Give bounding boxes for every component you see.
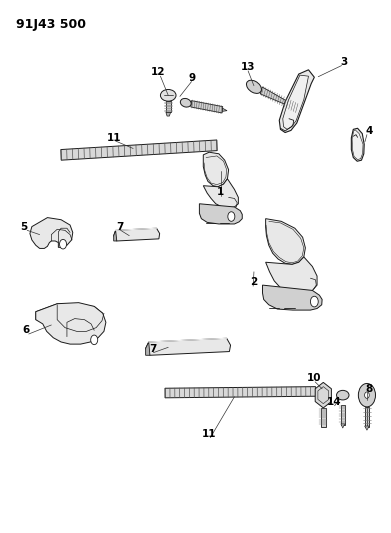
Polygon shape <box>191 101 223 113</box>
Text: 8: 8 <box>365 384 373 394</box>
Circle shape <box>359 383 375 407</box>
Polygon shape <box>265 257 317 295</box>
Polygon shape <box>165 386 316 398</box>
Polygon shape <box>199 204 242 224</box>
Polygon shape <box>36 304 103 330</box>
Polygon shape <box>352 128 364 161</box>
Text: 3: 3 <box>340 57 347 67</box>
Polygon shape <box>279 70 314 133</box>
Polygon shape <box>262 285 322 310</box>
Polygon shape <box>341 424 345 428</box>
Ellipse shape <box>180 99 191 107</box>
Text: 13: 13 <box>241 62 255 72</box>
Polygon shape <box>30 217 73 248</box>
Polygon shape <box>222 108 227 111</box>
Polygon shape <box>61 140 217 160</box>
Polygon shape <box>145 342 150 356</box>
Polygon shape <box>166 101 170 112</box>
Polygon shape <box>166 112 170 116</box>
Ellipse shape <box>246 80 262 93</box>
Polygon shape <box>114 230 117 241</box>
Text: 7: 7 <box>149 344 156 354</box>
Text: 91J43 500: 91J43 500 <box>16 18 86 31</box>
Text: 11: 11 <box>202 429 216 439</box>
Text: 11: 11 <box>106 133 121 143</box>
Polygon shape <box>203 152 229 187</box>
Text: 7: 7 <box>116 222 123 232</box>
Text: 1: 1 <box>217 187 224 197</box>
Circle shape <box>59 239 66 249</box>
Polygon shape <box>321 408 326 427</box>
Polygon shape <box>36 303 106 344</box>
Circle shape <box>310 296 318 307</box>
Text: 6: 6 <box>22 325 30 335</box>
Polygon shape <box>260 87 298 110</box>
Polygon shape <box>341 405 345 425</box>
Polygon shape <box>364 407 369 427</box>
Polygon shape <box>364 426 369 430</box>
Polygon shape <box>114 228 160 241</box>
Polygon shape <box>283 75 308 130</box>
Polygon shape <box>265 219 305 264</box>
Text: 5: 5 <box>20 222 28 232</box>
Text: 10: 10 <box>307 373 321 383</box>
Circle shape <box>228 212 235 221</box>
Polygon shape <box>145 338 231 356</box>
Circle shape <box>364 392 369 398</box>
Circle shape <box>91 335 98 345</box>
Ellipse shape <box>160 90 176 101</box>
Ellipse shape <box>337 390 349 400</box>
Polygon shape <box>352 130 363 160</box>
Text: 14: 14 <box>326 397 341 407</box>
Text: 12: 12 <box>151 68 166 77</box>
Text: 2: 2 <box>250 278 258 287</box>
Text: 4: 4 <box>365 126 373 136</box>
Text: 9: 9 <box>188 73 195 83</box>
Polygon shape <box>203 179 239 208</box>
